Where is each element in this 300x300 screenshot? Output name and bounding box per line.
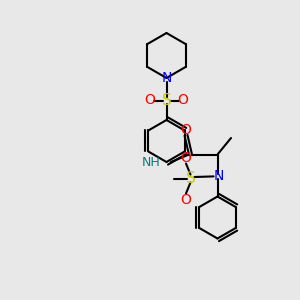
- Text: O: O: [181, 124, 191, 137]
- Text: S: S: [186, 171, 195, 186]
- Text: O: O: [181, 193, 191, 206]
- Text: NH: NH: [142, 155, 161, 169]
- Text: N: N: [213, 169, 224, 182]
- Text: S: S: [162, 93, 171, 108]
- Text: O: O: [145, 94, 155, 107]
- Text: O: O: [181, 151, 191, 164]
- Text: N: N: [161, 71, 172, 85]
- Text: O: O: [178, 94, 188, 107]
